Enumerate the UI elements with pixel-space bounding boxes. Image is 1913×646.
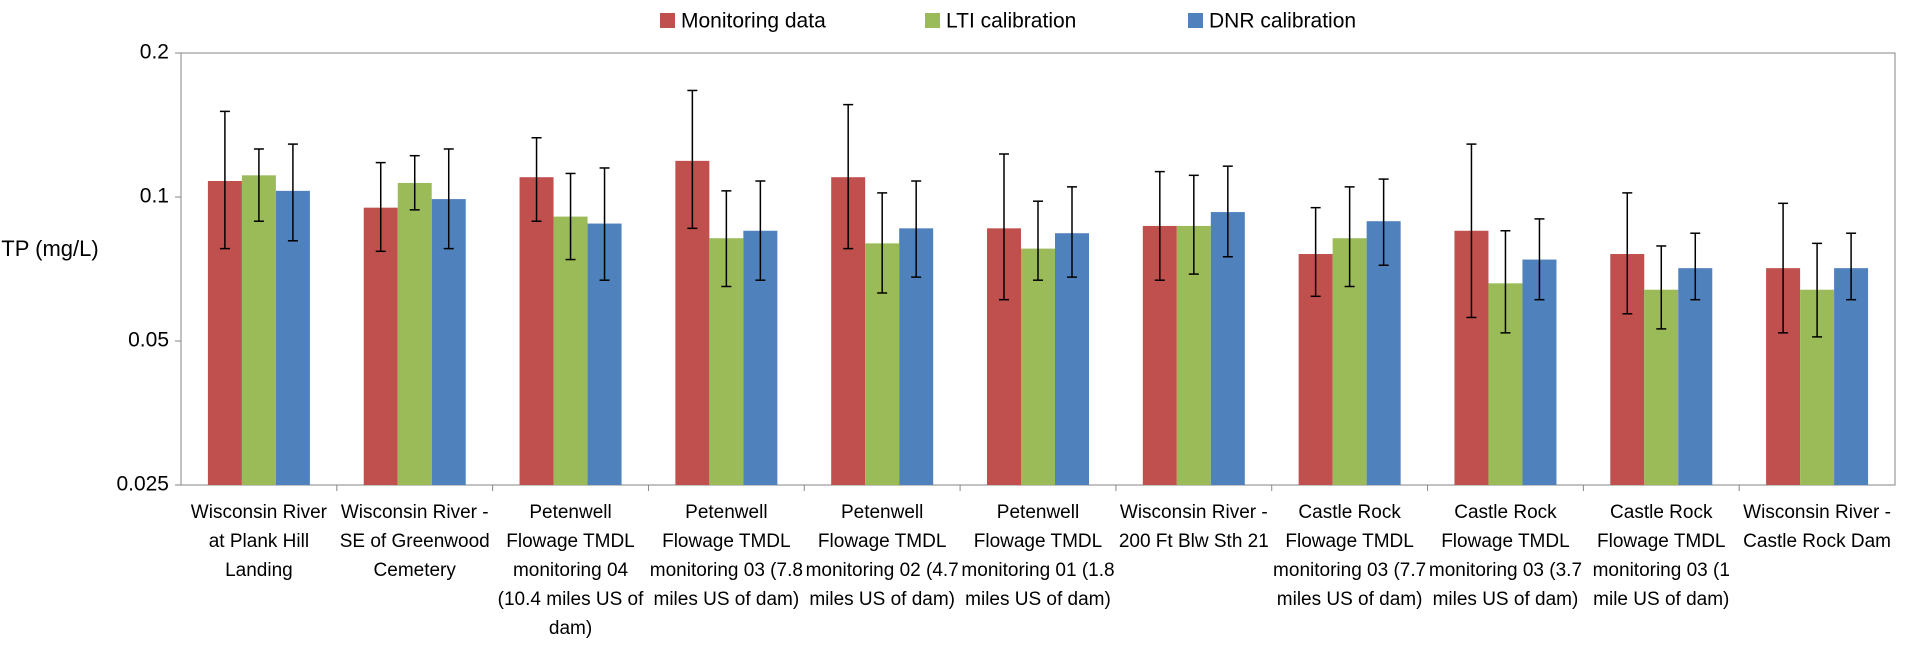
error-bar (1846, 232, 1857, 301)
legend-label: DNR calibration (1209, 10, 1356, 33)
error-bar (1656, 245, 1667, 330)
x-tick-label: Wisconsin River at Plank Hill Landing (190, 502, 327, 581)
legend-swatch (925, 13, 940, 28)
error-bar (1154, 170, 1165, 281)
error-bar (843, 103, 854, 250)
error-bar (1500, 230, 1511, 334)
x-tick-label: Wisconsin River - SE of Greenwood Cemete… (339, 502, 490, 581)
error-bar (1378, 178, 1389, 266)
error-bar (1310, 206, 1321, 298)
x-tick-label: Castle Rock Flowage TMDL monitoring 03 (… (1592, 502, 1730, 610)
bar (1834, 268, 1869, 485)
x-tick-label: Wisconsin River - 200 Ft Blw Sth 21 (1118, 502, 1269, 552)
error-bar (999, 153, 1009, 301)
bar (519, 177, 554, 485)
error-bar (375, 161, 386, 253)
x-tick-label: Wisconsin River - Castle Rock Dam (1743, 502, 1891, 552)
y-tick-label: 0.025 (116, 473, 169, 496)
error-bar (1466, 143, 1477, 319)
bar (363, 207, 398, 486)
x-tick-label: Petenwell Flowage TMDL monitoring 03 (7.… (649, 502, 803, 610)
error-bar (1344, 186, 1355, 288)
y-tick-label: 0.1 (140, 185, 169, 208)
error-bar (1188, 174, 1199, 275)
error-bar (721, 190, 732, 288)
legend-label: LTI calibration (946, 10, 1076, 33)
error-bar (1778, 202, 1789, 334)
bar (397, 182, 432, 486)
error-bar (219, 110, 230, 250)
bar (241, 175, 276, 486)
error-bar (755, 180, 766, 281)
error-bar (443, 148, 454, 250)
error-bar (1067, 186, 1077, 278)
error-bar (911, 180, 922, 278)
x-tick-label: Petenwell Flowage TMDL monitoring 01 (1.… (961, 502, 1115, 610)
bar (1678, 268, 1713, 485)
error-bar (1222, 165, 1233, 258)
y-tick-label: 0.2 (140, 41, 169, 64)
error-bar (1534, 218, 1545, 301)
error-bar (877, 192, 888, 294)
error-bar (1033, 200, 1043, 281)
bar (1021, 248, 1055, 485)
error-bar (599, 167, 610, 281)
error-bar (531, 137, 542, 222)
legend-swatch (660, 13, 675, 28)
error-bar (287, 143, 298, 242)
error-bar (687, 89, 698, 230)
error-bar (253, 148, 264, 222)
x-tick-label: Castle Rock Flowage TMDL monitoring 03 (… (1428, 502, 1583, 610)
x-tick-label: Petenwell Flowage TMDL monitoring 04 (10… (497, 502, 644, 639)
error-bar (409, 154, 420, 211)
legend-label: Monitoring data (681, 10, 826, 33)
y-tick-label: 0.05 (128, 329, 169, 352)
x-tick-label: Castle Rock Flowage TMDL monitoring 03 (… (1273, 502, 1427, 610)
error-bar (565, 172, 576, 261)
legend-swatch (1188, 13, 1203, 28)
y-axis-label: TP (mg/L) (1, 236, 99, 261)
bar (553, 216, 588, 485)
x-tick-label: Petenwell Flowage TMDL monitoring 02 (4.… (805, 502, 959, 610)
error-bar (1690, 232, 1701, 301)
error-bar (1812, 242, 1823, 338)
bar (1210, 212, 1245, 485)
error-bar (1622, 192, 1633, 315)
